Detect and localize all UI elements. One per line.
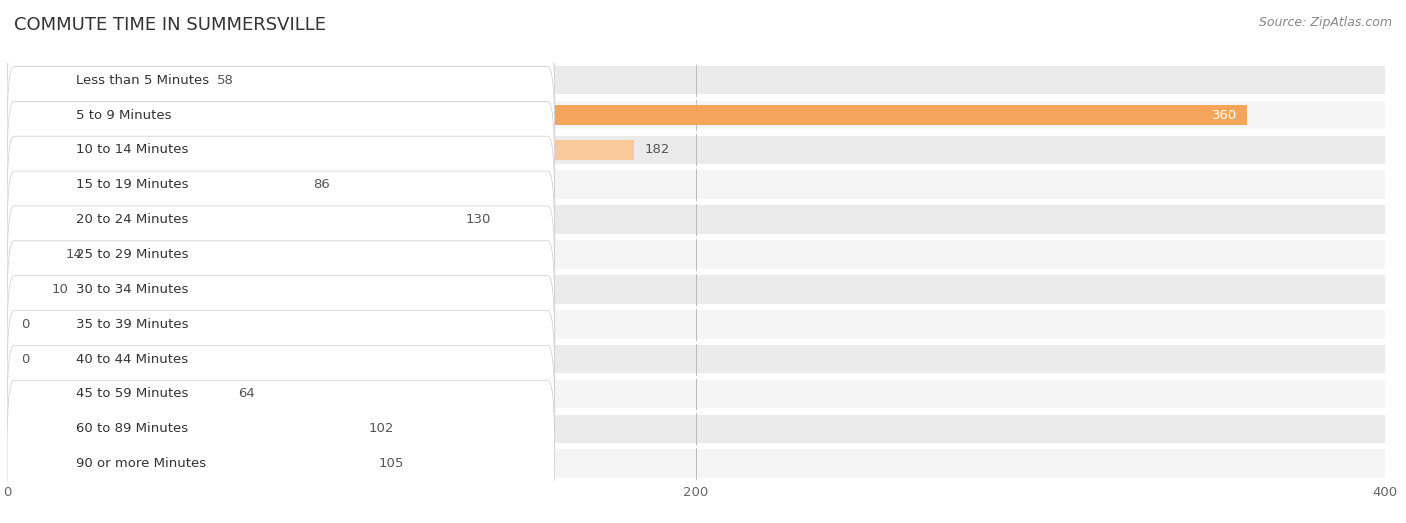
Text: 90 or more Minutes: 90 or more Minutes [76,457,207,470]
Text: 58: 58 [217,74,233,87]
Bar [7,275,1385,304]
Bar [7,280,42,299]
Bar [7,206,1385,234]
Text: 102: 102 [368,423,394,435]
Bar [7,415,1385,443]
Text: 35 to 39 Minutes: 35 to 39 Minutes [76,318,188,331]
Text: 360: 360 [1212,109,1237,121]
Bar [7,66,1385,95]
FancyBboxPatch shape [7,66,555,233]
Bar [7,135,1385,164]
Text: Less than 5 Minutes: Less than 5 Minutes [76,74,209,87]
Bar [7,315,8,334]
Text: 0: 0 [21,318,30,331]
Bar [7,71,207,90]
Bar [7,349,8,369]
FancyBboxPatch shape [7,311,555,477]
FancyBboxPatch shape [7,101,555,268]
Bar [7,175,304,195]
FancyBboxPatch shape [7,136,555,303]
Bar [7,106,1247,124]
Bar [7,170,1385,199]
Bar [7,449,1385,478]
Text: 40 to 44 Minutes: 40 to 44 Minutes [76,353,188,366]
Text: 182: 182 [644,143,669,156]
Bar [7,140,634,160]
Bar [7,380,1385,408]
Bar [7,245,55,264]
FancyBboxPatch shape [7,345,555,513]
FancyBboxPatch shape [7,380,555,523]
FancyBboxPatch shape [7,276,555,442]
Text: 0: 0 [21,353,30,366]
Text: Source: ZipAtlas.com: Source: ZipAtlas.com [1258,16,1392,29]
Bar [7,240,1385,269]
Text: 10: 10 [52,283,69,296]
Bar [7,345,1385,373]
Bar [7,384,228,404]
FancyBboxPatch shape [7,206,555,373]
Text: 30 to 34 Minutes: 30 to 34 Minutes [76,283,188,296]
Text: 10 to 14 Minutes: 10 to 14 Minutes [76,143,188,156]
FancyBboxPatch shape [7,0,555,164]
Bar [7,101,1385,129]
FancyBboxPatch shape [7,241,555,408]
Text: 25 to 29 Minutes: 25 to 29 Minutes [76,248,188,261]
Bar [7,310,1385,338]
Text: 15 to 19 Minutes: 15 to 19 Minutes [76,178,188,191]
Text: 64: 64 [238,388,254,401]
FancyBboxPatch shape [7,31,555,199]
Text: 60 to 89 Minutes: 60 to 89 Minutes [76,423,188,435]
FancyBboxPatch shape [7,171,555,338]
Text: 20 to 24 Minutes: 20 to 24 Minutes [76,213,188,226]
Text: 45 to 59 Minutes: 45 to 59 Minutes [76,388,188,401]
Bar [7,210,456,229]
Text: COMMUTE TIME IN SUMMERSVILLE: COMMUTE TIME IN SUMMERSVILLE [14,16,326,33]
Text: 86: 86 [314,178,330,191]
Text: 5 to 9 Minutes: 5 to 9 Minutes [76,109,172,121]
Bar [7,419,359,438]
Text: 14: 14 [66,248,83,261]
Text: 130: 130 [465,213,491,226]
Bar [7,454,368,473]
Text: 105: 105 [380,457,405,470]
